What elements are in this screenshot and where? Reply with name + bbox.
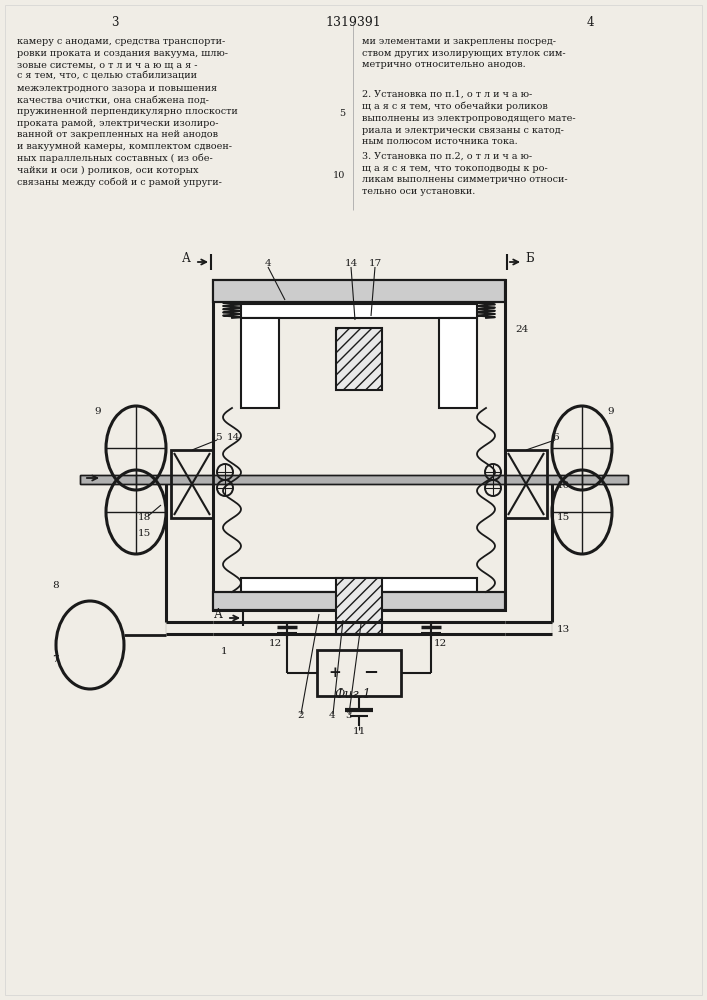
Text: 17: 17 [369,259,382,268]
Bar [241,304,477,318]
Text: 1: 1 [221,648,228,656]
Text: 5: 5 [215,434,221,442]
Bar [241,318,279,408]
Text: 3: 3 [111,16,119,29]
Bar [317,650,401,696]
Bar [213,280,505,302]
Bar [336,328,382,390]
Bar [213,592,505,610]
Bar [213,280,505,302]
Text: 4: 4 [329,712,336,720]
Bar [213,280,505,610]
Text: камеру с анодами, средства транспорти-
ровки проката и создания вакуума, шлю-
зо: камеру с анодами, средства транспорти- р… [17,37,238,187]
Text: Б: Б [525,251,534,264]
Text: 9: 9 [607,406,614,416]
Text: 11: 11 [353,728,366,736]
Text: 9: 9 [94,406,100,416]
Text: 7: 7 [52,656,59,664]
Text: 18: 18 [138,514,151,522]
Bar [241,578,477,592]
Text: 3: 3 [345,712,351,720]
Text: 15: 15 [138,530,151,538]
Text: 13: 13 [557,626,571,635]
Text: 14: 14 [345,259,358,268]
Text: 8: 8 [52,580,59,589]
Text: Фиг.1: Фиг.1 [334,688,370,700]
Bar [171,450,213,518]
Bar [80,475,628,484]
Text: +: + [329,666,341,680]
Text: 15: 15 [557,514,571,522]
Text: 12: 12 [269,640,282,648]
Bar [80,475,628,484]
Text: 4: 4 [265,259,271,268]
Text: 10: 10 [332,172,345,180]
Text: −: − [363,664,378,682]
Text: 12: 12 [434,640,448,648]
Bar [505,450,547,518]
Text: 6: 6 [552,434,559,442]
Text: 4: 4 [586,16,594,29]
Text: 14: 14 [227,434,240,442]
Text: 24: 24 [515,326,528,334]
Text: 2. Установка по п.1, о т л и ч а ю-
щ а я с я тем, что обечайки роликов
выполнен: 2. Установка по п.1, о т л и ч а ю- щ а … [362,90,575,146]
Text: 10: 10 [557,481,571,489]
Text: 3. Установка по п.2, о т л и ч а ю-
щ а я с я тем, что токоподводы к ро-
ликам в: 3. Установка по п.2, о т л и ч а ю- щ а … [362,152,568,196]
Bar [213,592,505,610]
Text: А: А [214,607,223,620]
Text: 2: 2 [297,712,303,720]
Text: ми элементами и закреплены посред-
ством других изолирующих втулок сим-
метрично: ми элементами и закреплены посред- ством… [362,37,566,69]
Text: 5: 5 [339,108,345,117]
Bar [336,578,382,634]
Text: 1319391: 1319391 [325,16,381,29]
Text: А: А [182,251,191,264]
Bar [439,318,477,408]
